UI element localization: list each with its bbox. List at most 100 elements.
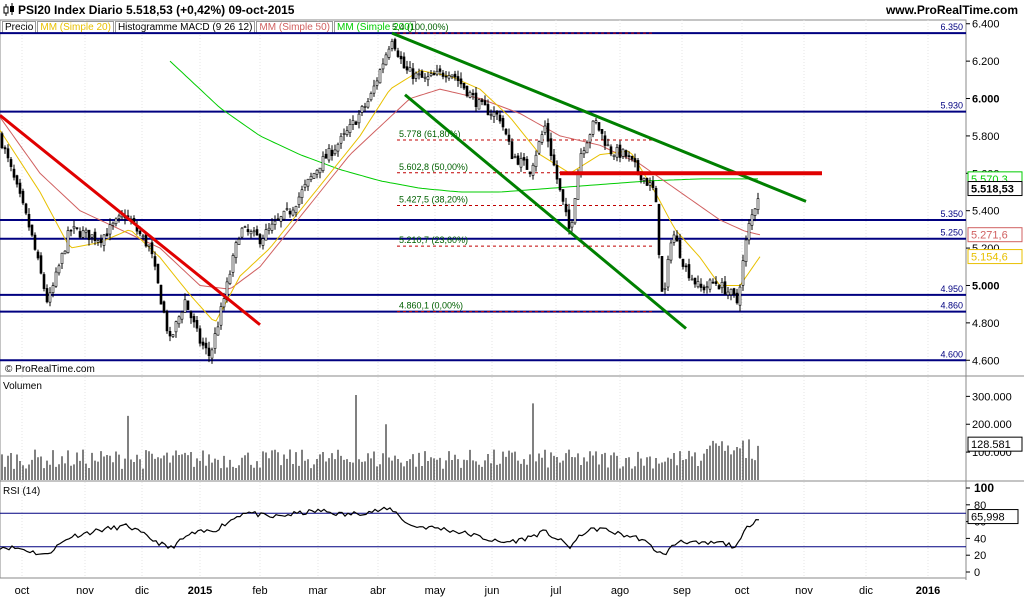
legend-sma50[interactable]: MM (Simple 50) [256,21,333,34]
candle-body [24,203,28,214]
candle-body [606,144,610,147]
candle-body [414,72,418,79]
candle-body [492,112,496,117]
level-label: 5.930 [940,101,963,111]
rsi-tick-label: 0 [974,567,980,579]
candle-body [567,209,571,229]
y-tick-label: 5.400 [972,206,1000,218]
candle-body [9,159,13,167]
candle-body [69,229,73,232]
indicator-legend: Precio MM (Simple 20) Histogramme MACD (9 … [2,21,417,34]
candle-body [411,68,415,79]
candle-body [555,165,559,180]
candle-body [213,333,217,349]
candle-body [273,220,277,225]
candle-body [522,157,526,161]
candle-body [315,169,319,175]
legend-sma20[interactable]: MM (Simple 20) [37,21,114,34]
candle-body [138,230,142,235]
legend-sma200[interactable]: MM (Simple 200) [334,21,417,34]
candle-body [318,167,322,174]
candle-body [108,224,112,235]
candle-body [21,190,25,204]
candle-body [660,256,664,292]
candle-body [480,99,484,103]
candle-body [648,182,652,186]
candle-body [729,288,733,295]
candle-body [564,203,568,213]
candle-body [624,150,628,157]
candle-body [276,218,280,221]
x-tick-label: jul [549,585,561,597]
plot-frame [0,19,967,579]
trendline [391,31,807,203]
candle-body [636,160,640,173]
candle-body [252,230,256,233]
candle-body [519,158,523,168]
candle-body [708,279,712,290]
value-tag [967,171,1023,187]
copyright: © ProRealTime.com [5,364,95,375]
candle-body [702,286,706,291]
candle-body [603,135,607,146]
candle-body [393,39,397,50]
candle-body [132,218,136,224]
candle-body [267,227,271,231]
vol-tick-label: 200.000 [972,419,1012,431]
candle-body [663,288,667,290]
candle-body [543,125,547,133]
candle-body [384,54,388,66]
candle-body [60,252,64,264]
candle-body [474,92,478,108]
candle-body [375,80,379,86]
candle-body [594,120,598,123]
candle-body [342,133,346,135]
fib-label: 5.210,7 (23,60%) [399,235,468,245]
candle-body [576,171,580,200]
legend-macd[interactable]: Histogramme MACD (9 26 12) [114,21,256,34]
level-label: 4.860 [940,301,963,311]
legend-price[interactable]: Precio [2,21,37,34]
candle-body [93,231,97,241]
candle-body [90,234,94,238]
candle-body [507,134,511,142]
candle-body [3,147,7,150]
candle-body [105,233,109,237]
candle-body [711,281,715,284]
candle-body [738,286,742,306]
candle-body [690,278,694,281]
candle-body [588,134,592,143]
y-tick-label: 6.200 [972,56,1000,68]
candle-body [429,73,433,76]
candle-body [633,158,637,163]
candle-body [459,78,463,85]
candle-body [354,121,358,125]
candle-body [561,189,565,202]
candle-body [528,171,532,175]
x-tick-label: sep [673,585,691,597]
candle-body [51,285,55,294]
candle-body [405,66,409,71]
candle-body [15,175,19,185]
candle-body [687,264,691,279]
candle-body [54,271,58,287]
candle-body [237,239,241,245]
candle-body [279,216,283,222]
rsi-label: RSI (14) [3,486,40,497]
fib-label: 5.602,8 (50,00%) [399,162,468,172]
candle-body [42,274,46,289]
candle-body [465,85,469,97]
candle-body [366,101,370,108]
candle-body [351,120,355,125]
trendline [404,93,687,330]
candle-body [123,215,127,219]
level-label: 5.250 [940,228,963,238]
candle-icon [3,3,14,16]
candle-body [678,239,682,258]
candle-body [669,242,673,261]
candle-body [609,146,613,155]
candle-body [618,144,622,158]
x-tick-label: oct [735,585,750,597]
